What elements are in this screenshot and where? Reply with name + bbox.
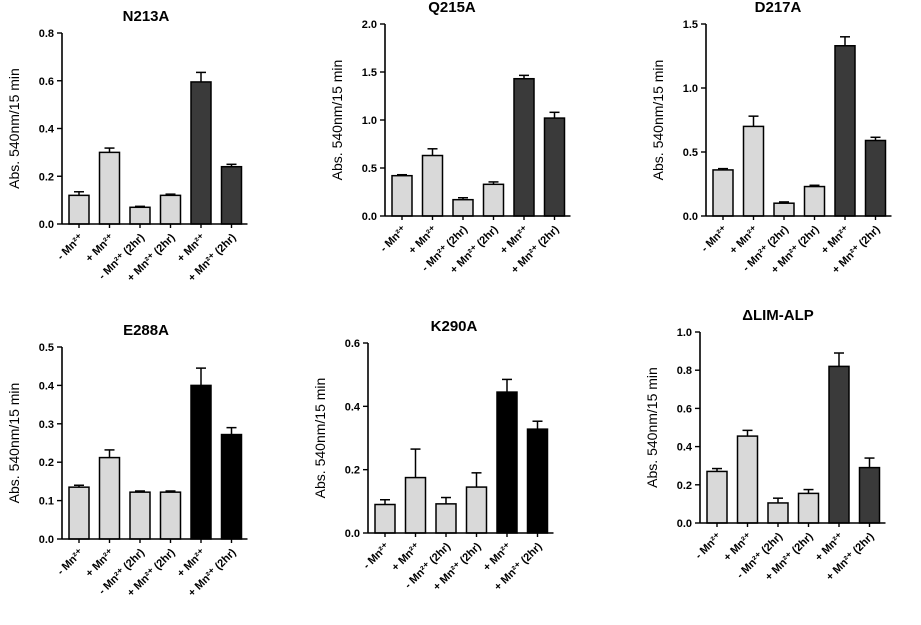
- chart-title: E288A: [123, 322, 169, 339]
- bar: [220, 165, 243, 225]
- bar: [374, 503, 396, 534]
- y-tick-label: 0.4: [677, 442, 693, 454]
- y-tick-label: 0.2: [677, 480, 692, 492]
- y-axis-label: Abs. 540nm/15 min: [6, 383, 22, 504]
- y-tick-label: 0.5: [362, 163, 377, 175]
- y-tick-label: 0.5: [683, 147, 698, 159]
- chart-title: Q215A: [428, 0, 476, 16]
- bar: [736, 435, 759, 524]
- bar: [482, 183, 505, 217]
- y-tick-label: 0.6: [345, 338, 360, 350]
- x-tick-label: - Mn²⁺: [55, 547, 86, 578]
- bar: [129, 206, 151, 225]
- y-tick-label: 0.8: [677, 365, 692, 377]
- y-tick-label: 1.5: [362, 67, 377, 79]
- y-tick-label: 0.2: [345, 465, 360, 477]
- bar: [404, 476, 427, 534]
- bar: [496, 391, 518, 534]
- y-tick-label: 0.0: [39, 219, 54, 231]
- y-tick-label: 1.0: [677, 327, 692, 339]
- y-axis-label: Abs. 540nm/15 min: [644, 367, 660, 488]
- chart-panel-5: K290A Abs. 540nm/15 min 0.0 0.2 0.4 0.6 - Mn²⁺…: [312, 318, 554, 593]
- chart-title: K290A: [431, 318, 478, 335]
- y-tick-label: 1.0: [683, 83, 698, 95]
- bar: [773, 202, 795, 217]
- y-axis-label: Abs. 540nm/15 min: [329, 60, 345, 181]
- bar: [435, 503, 457, 534]
- y-tick-label: 2.0: [362, 19, 377, 31]
- bar: [68, 194, 90, 225]
- bar: [767, 502, 789, 524]
- y-tick-label: 0.0: [362, 211, 377, 223]
- chart-title: N213A: [123, 8, 170, 25]
- bar: [834, 45, 856, 217]
- bar: [828, 365, 850, 524]
- bar: [98, 151, 121, 225]
- y-tick-label: 0.3: [39, 419, 54, 431]
- x-tick-label: - Mn²⁺: [693, 531, 724, 562]
- y-tick-label: 0.1: [39, 496, 54, 508]
- x-tick-label: - Mn²⁺: [361, 541, 392, 572]
- bar: [98, 456, 121, 540]
- chart-panel-6: ΔLIM-ALP Abs. 540nm/15 min 0.0 0.2 0.4 0.6 0.8…: [644, 307, 886, 583]
- y-tick-label: 0.8: [39, 28, 54, 40]
- bar: [421, 154, 444, 217]
- bar: [190, 81, 212, 225]
- chart-panel-1: N213A Abs. 540nm/15 min 0.0 0.2 0.4 0.6 0.8 - M…: [6, 8, 248, 284]
- bar: [391, 174, 413, 217]
- y-tick-label: 0.2: [39, 171, 54, 183]
- bar: [526, 428, 549, 534]
- bar: [159, 491, 182, 540]
- x-tick-label: - Mn²⁺: [55, 232, 86, 263]
- y-tick-label: 0.4: [345, 401, 361, 413]
- bar: [159, 194, 182, 225]
- bar: [543, 117, 566, 217]
- y-tick-label: 1.0: [362, 115, 377, 127]
- bar: [803, 185, 826, 217]
- chart-panel-2: Q215A Abs. 540nm/15 min 0.0 0.5 1.0 1.5 2.0 - M…: [329, 0, 571, 276]
- y-tick-label: 0.0: [683, 211, 698, 223]
- y-tick-label: 1.5: [683, 19, 698, 31]
- y-tick-label: 0.6: [677, 403, 692, 415]
- x-tick-label: - Mn²⁺: [378, 224, 409, 255]
- y-tick-label: 0.0: [345, 528, 360, 540]
- chart-panel-3: D217A Abs. 540nm/15 min 0.0 0.5 1.0 1.5 - Mn²⁺…: [650, 0, 892, 276]
- y-tick-label: 0.0: [677, 518, 692, 530]
- bar: [858, 466, 881, 524]
- chart-panel-4: E288A Abs. 540nm/15 min 0.0 0.1 0.2 0.3 0.4 0.5…: [6, 322, 248, 599]
- y-tick-label: 0.6: [39, 76, 54, 88]
- y-tick-label: 0.5: [39, 342, 54, 354]
- y-axis-label: Abs. 540nm/15 min: [312, 378, 328, 499]
- y-tick-label: 0.4: [39, 124, 55, 136]
- bar: [465, 486, 488, 534]
- bar: [797, 492, 820, 524]
- bar: [220, 433, 243, 540]
- bar: [190, 384, 212, 540]
- y-tick-label: 0.4: [39, 380, 55, 392]
- y-axis-label: Abs. 540nm/15 min: [6, 68, 22, 189]
- bar: [864, 139, 887, 217]
- bar: [712, 169, 734, 217]
- bar: [513, 77, 535, 217]
- y-tick-label: 0.0: [39, 534, 54, 546]
- chart-title: ΔLIM-ALP: [742, 307, 814, 324]
- bar: [68, 486, 90, 540]
- y-tick-label: 0.2: [39, 457, 54, 469]
- y-axis-label: Abs. 540nm/15 min: [650, 60, 666, 181]
- bar: [706, 470, 728, 524]
- bar: [742, 125, 765, 217]
- bar: [129, 491, 151, 540]
- x-tick-label: - Mn²⁺: [699, 224, 730, 255]
- chart-title: D217A: [755, 0, 802, 16]
- bar: [452, 198, 474, 217]
